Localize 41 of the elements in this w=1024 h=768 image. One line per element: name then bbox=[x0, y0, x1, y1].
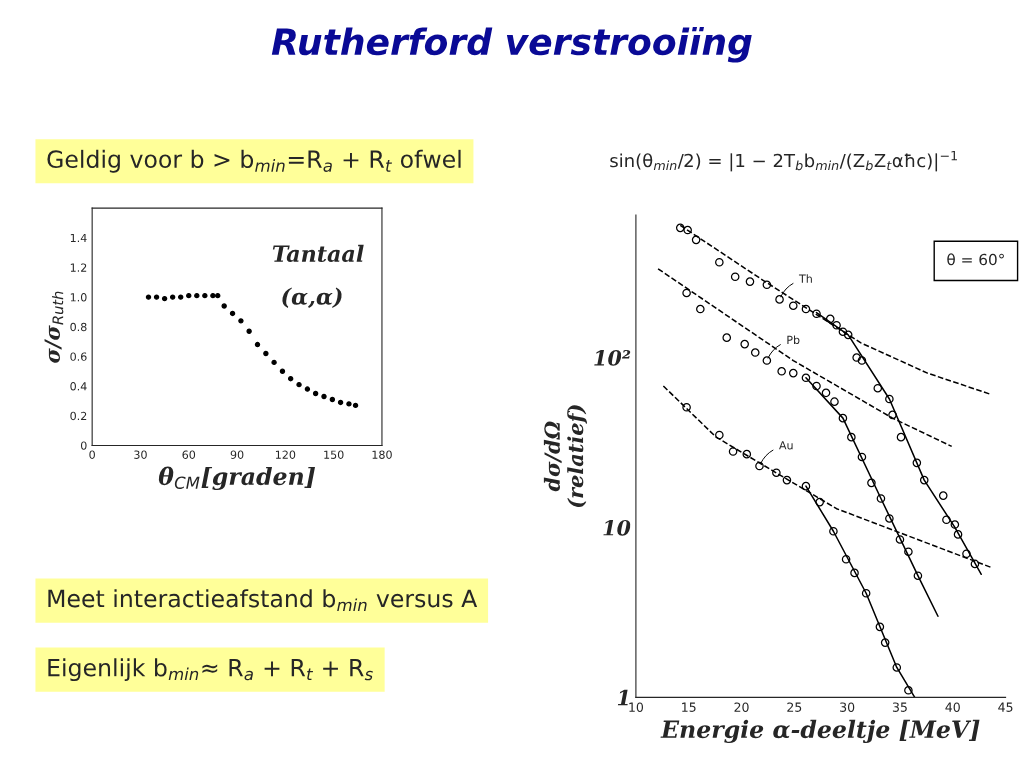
series-label: Au bbox=[779, 441, 793, 450]
x-tick-label: 30 bbox=[134, 450, 147, 459]
text: Pb bbox=[787, 335, 800, 345]
y-tick-label: 10² bbox=[594, 350, 631, 366]
annotation: (α,α) bbox=[282, 287, 342, 309]
x-tick-label: 180 bbox=[372, 450, 392, 459]
x-tick-label: 30 bbox=[840, 702, 855, 712]
x-tick-label: 90 bbox=[230, 450, 244, 459]
y-tick-label: 1 bbox=[617, 689, 628, 706]
y-tick-label: 10 bbox=[603, 519, 631, 536]
x-tick-label: 150 bbox=[324, 450, 344, 459]
y-tick-label: 1.0 bbox=[70, 293, 87, 302]
text: Rutherford verstrooiïng bbox=[271, 26, 752, 63]
x-tick-label: 35 bbox=[892, 702, 907, 712]
y-axis-title: σ/σ$_{Ruth}$ bbox=[44, 291, 64, 363]
x-tick-label: 25 bbox=[787, 702, 802, 712]
text: Geldig voor b > b$_{min}$=R$_{a}$ + R$_{t}$ ofwel bbox=[47, 149, 461, 173]
y-tick-label: 1.4 bbox=[70, 233, 87, 243]
x-axis-title: Energie α-deeltje [MeV] bbox=[660, 719, 980, 744]
x-tick-label: 15 bbox=[682, 702, 696, 712]
series-label: Th bbox=[798, 274, 812, 283]
x-tick-label: 10 bbox=[629, 702, 644, 712]
annotation: Tantaal bbox=[272, 244, 364, 263]
y-tick-label: 0.8 bbox=[70, 322, 87, 332]
x-tick-label: 45 bbox=[998, 702, 1013, 712]
text: Meet interactieafstand b$_{min}$ versus A bbox=[48, 589, 478, 611]
x-tick-label: 60 bbox=[182, 450, 196, 459]
x-tick-label: 120 bbox=[275, 450, 296, 459]
text: sin(θ$_{min}$/2) = |1 − 2T$_{b}$b$_{min}$/(Z$_{b}$Z$_{t}$αħc)|$^{−1}$ bbox=[610, 150, 957, 172]
y-tick-label: 0.6 bbox=[70, 352, 87, 361]
x-tick-label: 40 bbox=[945, 702, 960, 712]
y-tick-label: 0 bbox=[80, 441, 87, 450]
y-tick-label: 0.4 bbox=[70, 382, 87, 391]
x-tick-label: 0 bbox=[89, 450, 95, 459]
x-tick-label: 20 bbox=[734, 702, 749, 712]
y-tick-label: 1.2 bbox=[70, 263, 87, 272]
y-axis-title: dσ/dΩ (relatief) bbox=[543, 405, 587, 508]
x-axis-title: θ$_{CM}$[graden] bbox=[158, 466, 315, 491]
annotation: θ = 60° bbox=[947, 253, 1004, 266]
text: Eigenlijk b$_{min}$≈ R$_{a}$ + R$_{t}$ + R$_{s}$ bbox=[48, 658, 373, 682]
y-tick-label: 0.2 bbox=[70, 411, 87, 421]
